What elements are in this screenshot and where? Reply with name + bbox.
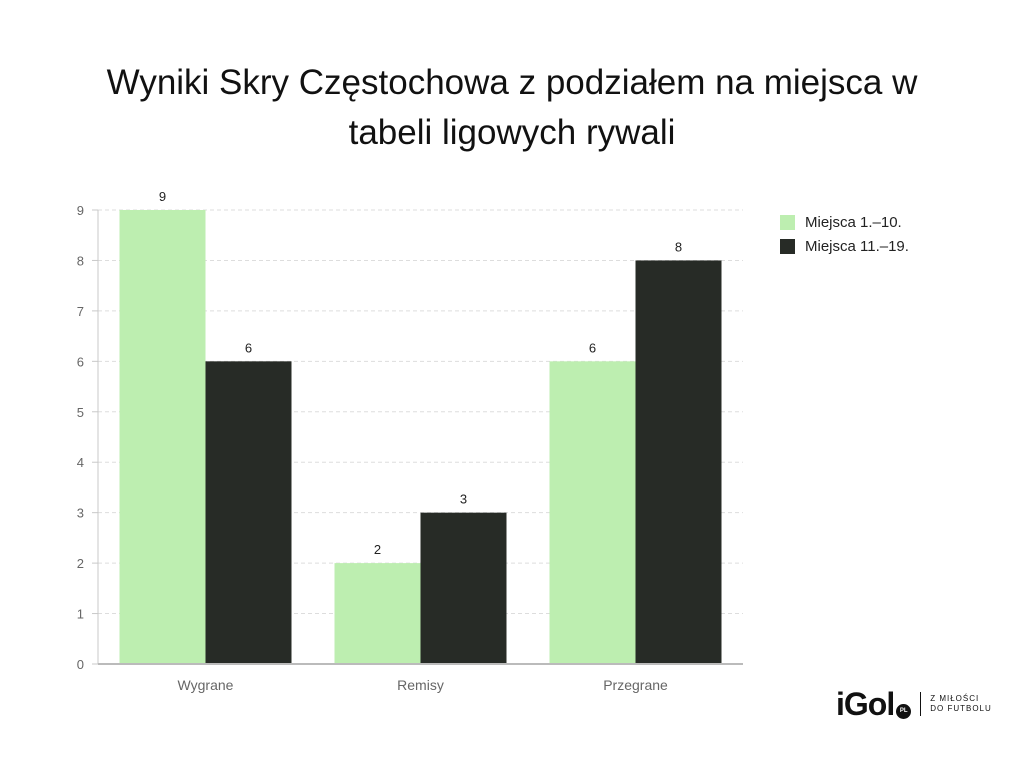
legend-label-series-2: Miejsca 11.–19. — [805, 237, 909, 255]
logo-wordmark: iGol — [836, 685, 895, 722]
bar-data-label: 3 — [460, 492, 467, 507]
legend-item-series-2: Miejsca 11.–19. — [780, 234, 909, 258]
legend-swatch-series-2 — [780, 238, 795, 254]
bar — [549, 361, 636, 664]
bar-data-label: 9 — [159, 189, 166, 204]
y-tick-label: 7 — [77, 304, 84, 319]
logo-pl-badge: PL — [896, 703, 912, 719]
y-tick-label: 3 — [77, 506, 84, 521]
y-tick-label: 2 — [77, 556, 84, 571]
bar-data-label: 6 — [589, 340, 596, 355]
y-tick-label: 6 — [77, 354, 84, 369]
bar — [334, 563, 421, 664]
bar — [420, 512, 507, 664]
bar — [205, 361, 292, 664]
bar — [119, 210, 206, 664]
bar-data-label: 6 — [245, 340, 252, 355]
y-tick-label: 4 — [77, 455, 84, 470]
bar-data-label: 2 — [374, 542, 381, 557]
chart-title-line-2: tabeli ligowych rywali — [348, 113, 676, 152]
y-tick-label: 8 — [77, 253, 84, 268]
y-tick-label: 5 — [77, 405, 84, 420]
x-category-label: Przegrane — [603, 677, 668, 693]
x-category-label: Wygrane — [178, 677, 234, 693]
logo-tagline-line-1: Z MIŁOŚCI — [930, 694, 980, 703]
chart-title: Wyniki Skry Częstochowa z podziałem na m… — [0, 58, 1024, 158]
logo-divider — [920, 692, 922, 716]
igol-logo: iGol PL Z MIŁOŚCI DO FUTBOLU — [836, 686, 992, 722]
bar-data-label: 8 — [675, 239, 682, 254]
legend-swatch-series-1 — [780, 214, 795, 230]
legend-item-series-1: Miejsca 1.–10. — [780, 210, 909, 234]
y-tick-label: 1 — [77, 607, 84, 622]
bar — [635, 260, 722, 664]
y-tick-label: 9 — [77, 203, 84, 218]
logo-tagline-line-2: DO FUTBOLU — [930, 704, 992, 713]
x-category-label: Remisy — [397, 677, 444, 693]
legend-label-series-1: Miejsca 1.–10. — [805, 213, 902, 231]
chart-title-line-1: Wyniki Skry Częstochowa z podziałem na m… — [106, 63, 918, 102]
logo-tagline: Z MIŁOŚCI DO FUTBOLU — [930, 694, 992, 714]
chart-legend: Miejsca 1.–10. Miejsca 11.–19. — [780, 210, 909, 258]
y-tick-label: 0 — [77, 657, 84, 672]
